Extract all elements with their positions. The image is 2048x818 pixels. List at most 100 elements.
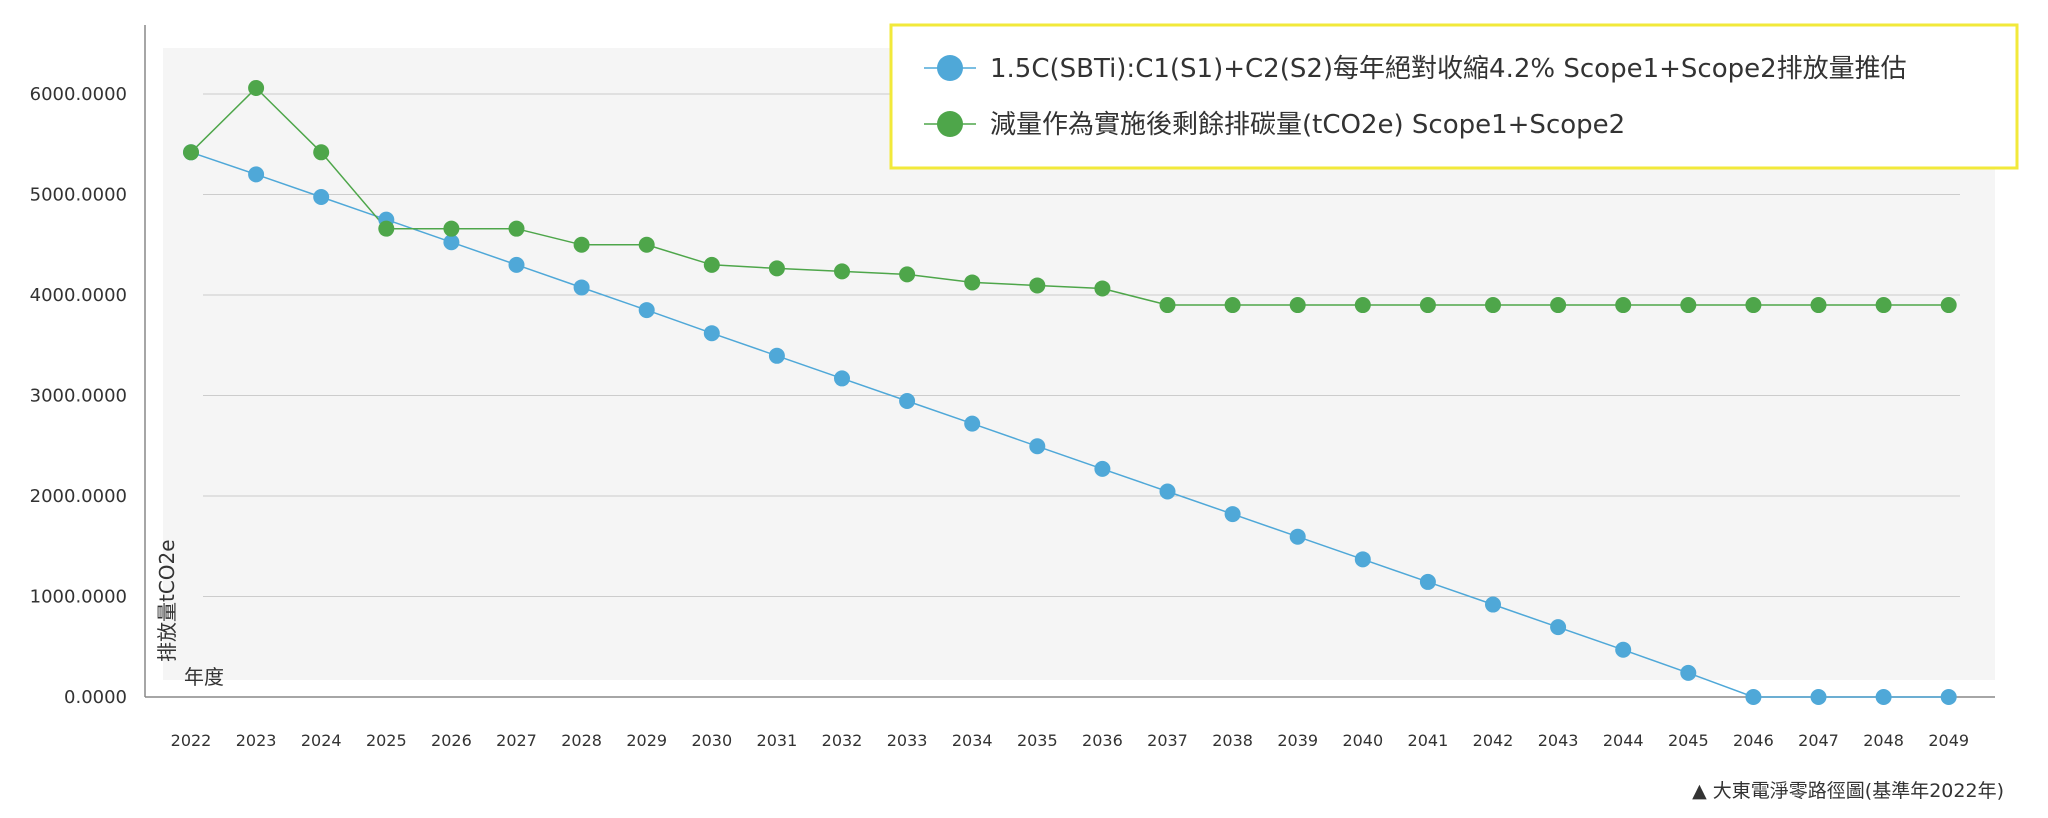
data-point-series-2 bbox=[1680, 297, 1697, 314]
x-tick-label: 2032 bbox=[822, 731, 863, 750]
x-tick-label: 2028 bbox=[561, 731, 602, 750]
data-point-series-2 bbox=[1094, 280, 1111, 297]
data-point-series-2 bbox=[1485, 297, 1501, 314]
series-line-1 bbox=[190, 151, 1949, 698]
x-tick-label: 2024 bbox=[301, 731, 342, 750]
y-tick-label: 4000.0000 bbox=[30, 285, 127, 306]
x-tick-label: 2033 bbox=[887, 731, 928, 750]
data-point-series-2 bbox=[1029, 277, 1046, 294]
x-tick-label: 2048 bbox=[1863, 731, 1904, 750]
data-point-series-1 bbox=[768, 347, 785, 364]
x-tick-label: 2034 bbox=[952, 731, 993, 750]
caption: ▲ 大東電淨零路徑圖(基準年2022年) bbox=[1692, 780, 2004, 802]
x-tick-label: 2025 bbox=[366, 731, 407, 750]
data-point-series-2 bbox=[248, 79, 265, 96]
legend-box bbox=[889, 23, 2019, 170]
data-point-series-1 bbox=[1094, 460, 1111, 477]
data-point-series-1 bbox=[638, 302, 655, 319]
data-point-series-2 bbox=[899, 266, 916, 283]
series-line-2 bbox=[190, 86, 1949, 306]
legend: 1.5C(SBTi):C1(S1)+C2(S2)每年絕對收縮4.2% Scope… bbox=[889, 23, 2019, 170]
x-tick-label: 2023 bbox=[236, 731, 277, 750]
data-point-series-1 bbox=[899, 393, 916, 410]
data-point-series-2 bbox=[1224, 297, 1241, 314]
y-tick-label: 1000.0000 bbox=[30, 587, 127, 608]
data-point-series-1 bbox=[313, 189, 330, 206]
x-axis-title: 年度 bbox=[184, 665, 224, 689]
x-tick-label: 2030 bbox=[691, 731, 732, 750]
data-point-series-2 bbox=[1159, 297, 1176, 314]
data-point-series-2 bbox=[1615, 297, 1632, 314]
data-point-series-1 bbox=[1029, 438, 1046, 455]
x-tick-labels: 2022 2023 2024 2025 2026 2027 2028 2029 2030 2031… bbox=[171, 731, 1969, 750]
data-point-series-2 bbox=[1875, 297, 1892, 314]
data-point-series-1 bbox=[1419, 573, 1436, 590]
data-point-series-2 bbox=[508, 220, 525, 237]
data-point-series-1 bbox=[1289, 528, 1306, 545]
data-point-series-2 bbox=[768, 260, 785, 277]
data-point-series-1 bbox=[1485, 596, 1501, 613]
x-tick-label: 2039 bbox=[1277, 731, 1318, 750]
x-tick-label: 2045 bbox=[1668, 731, 1709, 750]
x-tick-label: 2047 bbox=[1798, 731, 1839, 750]
x-tick-label: 2043 bbox=[1538, 731, 1579, 750]
data-point-series-1 bbox=[1615, 641, 1632, 658]
legend-label-2: 減量作為實施後剩餘排碳量(tCO2e) Scope1+Scope2 bbox=[990, 110, 1625, 140]
data-point-series-1 bbox=[573, 279, 590, 296]
legend-label-1: 1.5C(SBTi):C1(S1)+C2(S2)每年絕對收縮4.2% Scope… bbox=[990, 54, 1907, 84]
series-points bbox=[183, 79, 1957, 705]
data-point-series-2 bbox=[183, 144, 199, 161]
y-tick-label: 5000.0000 bbox=[30, 185, 127, 206]
data-point-series-2 bbox=[1354, 297, 1371, 314]
x-tick-label: 2027 bbox=[496, 731, 537, 750]
x-tick-label: 2026 bbox=[431, 731, 472, 750]
data-point-series-1 bbox=[1745, 689, 1762, 705]
data-point-series-2 bbox=[638, 236, 655, 253]
x-tick-label: 2029 bbox=[626, 731, 667, 750]
data-point-series-1 bbox=[834, 370, 850, 387]
data-point-series-1 bbox=[703, 325, 720, 342]
data-point-series-1 bbox=[1680, 664, 1697, 681]
data-point-series-2 bbox=[1550, 297, 1567, 314]
x-tick-label: 2049 bbox=[1928, 731, 1969, 750]
data-point-series-2 bbox=[1419, 297, 1436, 314]
x-tick-label: 2022 bbox=[171, 731, 212, 750]
x-tick-label: 2036 bbox=[1082, 731, 1123, 750]
data-point-series-2 bbox=[703, 256, 720, 273]
data-point-series-2 bbox=[1810, 297, 1827, 314]
data-point-series-1 bbox=[964, 415, 981, 432]
y-tick-labels: 0.0000 1000.0000 2000.0000 3000.0000 4000.00… bbox=[30, 84, 127, 708]
data-point-series-1 bbox=[1940, 689, 1957, 705]
y-tick-label: 6000.0000 bbox=[30, 84, 127, 105]
y-tick-label: 3000.0000 bbox=[30, 386, 127, 407]
data-point-series-2 bbox=[1940, 297, 1957, 314]
data-point-series-1 bbox=[1159, 483, 1176, 500]
x-tick-label: 2041 bbox=[1408, 731, 1449, 750]
x-tick-label: 2037 bbox=[1147, 731, 1188, 750]
data-point-series-1 bbox=[1224, 506, 1241, 523]
data-point-series-2 bbox=[1289, 297, 1306, 314]
x-tick-label: 2042 bbox=[1473, 731, 1514, 750]
y-tick-label: 0.0000 bbox=[64, 687, 127, 708]
legend-marker-2 bbox=[937, 111, 963, 137]
x-tick-label: 2040 bbox=[1342, 731, 1383, 750]
data-point-series-1 bbox=[508, 256, 525, 273]
x-tick-label: 2031 bbox=[757, 731, 798, 750]
data-point-series-1 bbox=[1875, 689, 1892, 705]
data-point-series-1 bbox=[1810, 689, 1827, 705]
data-point-series-1 bbox=[1354, 551, 1371, 568]
x-tick-label: 2035 bbox=[1017, 731, 1058, 750]
x-tick-label: 2038 bbox=[1212, 731, 1253, 750]
x-tick-label: 2044 bbox=[1603, 731, 1644, 750]
data-point-series-2 bbox=[1745, 297, 1762, 314]
data-point-series-2 bbox=[573, 236, 590, 253]
data-point-series-2 bbox=[313, 144, 330, 161]
legend-items: 1.5C(SBTi):C1(S1)+C2(S2)每年絕對收縮4.2% Scope… bbox=[924, 54, 1907, 140]
data-point-series-2 bbox=[834, 263, 850, 280]
y-axis-title: 排放量tCO2e bbox=[155, 539, 179, 662]
data-point-series-1 bbox=[443, 234, 460, 251]
y-tick-label: 2000.0000 bbox=[30, 486, 127, 507]
x-tick-label: 2046 bbox=[1733, 731, 1774, 750]
data-point-series-2 bbox=[378, 220, 395, 237]
